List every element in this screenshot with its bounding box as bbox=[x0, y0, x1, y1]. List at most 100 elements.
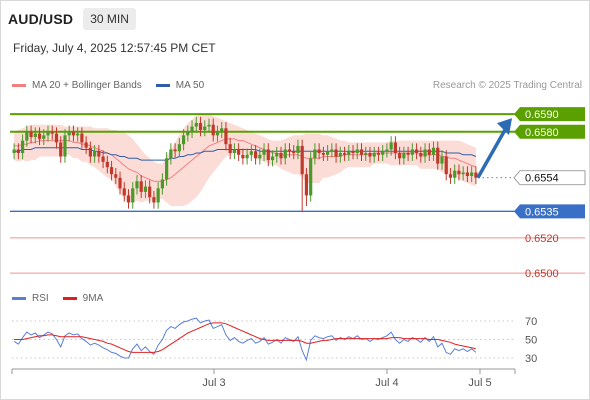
candle-body bbox=[29, 131, 33, 138]
price-label-1: 0.6580 bbox=[525, 127, 559, 139]
candle-body bbox=[143, 186, 148, 192]
candle-body bbox=[334, 149, 338, 157]
candle-body bbox=[292, 151, 296, 154]
candle-body bbox=[84, 142, 88, 148]
x-tick-label-1: Jul 4 bbox=[375, 377, 398, 389]
candle-body bbox=[37, 133, 42, 139]
candle-body bbox=[410, 149, 414, 155]
candle-body bbox=[12, 149, 16, 154]
candle-body bbox=[326, 151, 330, 155]
candle-body bbox=[122, 188, 126, 196]
candle-body bbox=[457, 170, 461, 175]
price-tag-0 bbox=[514, 107, 585, 122]
rsi-legend: RSI 9MA bbox=[12, 293, 117, 304]
candle-body bbox=[152, 197, 156, 203]
rsi-9ma-line bbox=[14, 322, 477, 353]
candle-body bbox=[211, 124, 215, 136]
candle-body bbox=[249, 151, 253, 155]
legend-label-rsi: RSI bbox=[32, 293, 49, 304]
candle-body bbox=[105, 161, 109, 168]
legend-item-ma50: MA 50 bbox=[155, 80, 204, 91]
candle-body bbox=[203, 126, 207, 131]
candle-body bbox=[262, 149, 266, 155]
candle-body bbox=[177, 144, 181, 152]
candle-body bbox=[427, 149, 431, 155]
rsi-swatch bbox=[12, 297, 26, 300]
candle-body bbox=[372, 153, 376, 157]
candle-body bbox=[275, 153, 279, 157]
price-label-3: 0.6535 bbox=[525, 206, 559, 218]
candle-body bbox=[241, 154, 245, 159]
candle-body bbox=[470, 172, 474, 176]
candle-body bbox=[453, 170, 457, 178]
legend-item-ma20: MA 20 + Bollinger Bands bbox=[12, 80, 142, 91]
candle-body bbox=[194, 122, 198, 127]
interval-button[interactable]: 30 MIN bbox=[83, 8, 136, 30]
x-tick-label-0: Jul 3 bbox=[202, 377, 225, 389]
candle-body bbox=[406, 153, 410, 155]
candle-body bbox=[20, 140, 25, 154]
candle-body bbox=[173, 149, 177, 152]
candle-body bbox=[190, 126, 194, 132]
candle-body bbox=[148, 186, 152, 198]
candle-body bbox=[118, 177, 122, 189]
candle-body bbox=[245, 154, 249, 159]
legend-item-rsi: RSI bbox=[12, 293, 49, 304]
candle-body bbox=[402, 153, 406, 159]
candle-body bbox=[228, 144, 232, 154]
candle-body bbox=[423, 149, 427, 157]
rsi-tick-label-2: 30 bbox=[525, 353, 537, 365]
candle-body bbox=[279, 153, 283, 159]
rsi-tick-label-1: 50 bbox=[525, 335, 537, 347]
price-label-0: 0.6590 bbox=[525, 109, 559, 121]
candle-body bbox=[169, 149, 173, 159]
rsi-tick-label-0: 70 bbox=[525, 316, 537, 328]
candle-body bbox=[224, 128, 228, 145]
price-tag-3 bbox=[514, 204, 585, 219]
candle-body bbox=[33, 133, 37, 138]
candle-body bbox=[131, 188, 135, 203]
candle-body bbox=[139, 181, 143, 192]
candle-body bbox=[283, 149, 287, 159]
candle-body bbox=[135, 181, 139, 189]
candle-body bbox=[338, 153, 342, 157]
copyright-text: Research © 2025 Trading Central bbox=[432, 80, 582, 91]
candle-body bbox=[313, 149, 317, 159]
candle-body bbox=[88, 147, 92, 157]
candle-body bbox=[109, 167, 114, 175]
candle-body bbox=[304, 174, 309, 196]
candle-body bbox=[444, 156, 448, 175]
price-tag-2 bbox=[513, 170, 586, 186]
candle-body bbox=[431, 147, 436, 155]
candle-body bbox=[296, 145, 300, 154]
candle-body bbox=[398, 153, 402, 159]
forecast-arrow-shaft bbox=[476, 127, 508, 179]
rsi-line bbox=[13, 317, 477, 362]
price-label-5: 0.6500 bbox=[525, 268, 559, 280]
candle-body bbox=[54, 133, 59, 143]
ma50-swatch bbox=[155, 84, 170, 87]
candle-body bbox=[181, 135, 186, 145]
bollinger-band-fill bbox=[14, 114, 476, 206]
candle-body bbox=[448, 174, 453, 178]
candle-body bbox=[71, 131, 76, 136]
symbol-title: AUD/USD bbox=[8, 11, 74, 27]
candle-body bbox=[359, 149, 364, 155]
candle-body bbox=[461, 172, 465, 175]
candle-body bbox=[59, 142, 63, 157]
candle-body bbox=[198, 122, 203, 131]
candle-body bbox=[220, 128, 224, 132]
candle-body bbox=[114, 174, 118, 178]
candle-body bbox=[342, 153, 347, 155]
candle-body bbox=[207, 124, 211, 127]
candle-body bbox=[42, 135, 46, 139]
candle-body bbox=[287, 149, 292, 152]
candle-body bbox=[347, 151, 351, 155]
legend-label-ma20: MA 20 + Bollinger Bands bbox=[32, 80, 142, 91]
candle-body bbox=[381, 151, 385, 155]
candle-body bbox=[237, 149, 241, 155]
candle-body bbox=[215, 131, 220, 136]
candle-body bbox=[465, 172, 470, 176]
candle-body bbox=[46, 131, 50, 136]
